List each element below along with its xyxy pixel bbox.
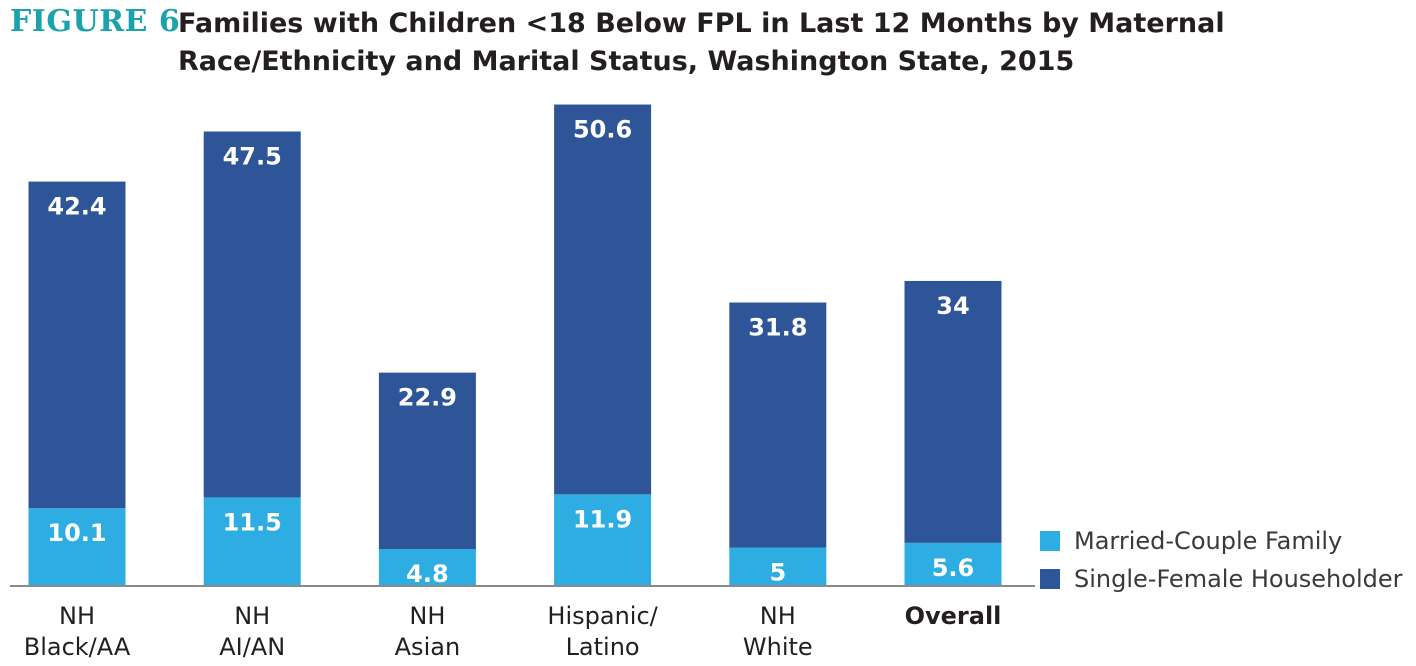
- x-tick-label: Overall: [905, 602, 1002, 630]
- bar-single: [378, 372, 476, 550]
- bar-married: [28, 508, 126, 586]
- legend-swatch-married: [1040, 531, 1060, 551]
- data-label: 5.6: [932, 554, 975, 582]
- x-tick-label: NH: [59, 602, 95, 630]
- bar-single: [28, 181, 126, 509]
- x-tick-label: White: [743, 633, 813, 661]
- data-label: 31.8: [748, 314, 807, 342]
- bar-single: [729, 302, 827, 548]
- x-tick-label: Latino: [566, 633, 640, 661]
- x-tick-label: NH: [409, 602, 445, 630]
- bar-married: [554, 494, 652, 586]
- bar-married: [729, 547, 827, 586]
- bar-single: [904, 280, 1002, 543]
- data-label: 22.9: [398, 384, 457, 412]
- bar-single: [554, 104, 652, 495]
- data-label: 5: [769, 558, 786, 586]
- bar-married: [378, 549, 476, 586]
- legend-label-married: Married-Couple Family: [1074, 527, 1343, 555]
- data-label: 42.4: [47, 193, 106, 221]
- bar-single: [203, 131, 301, 498]
- legend-swatch-single: [1040, 569, 1060, 589]
- chart-title: Families with Children <18 Below FPL in …: [178, 8, 1225, 77]
- x-tick-label: Asian: [395, 633, 461, 661]
- x-tick-label: Hispanic/: [547, 602, 658, 630]
- bar-married: [904, 542, 1002, 586]
- data-label: 11.9: [573, 505, 632, 533]
- figure-label: FIGURE 6: [10, 4, 181, 39]
- x-tick-label: Black/AA: [24, 633, 131, 661]
- legend: Married-Couple Family Single-Female Hous…: [1040, 522, 1403, 598]
- bar-married: [203, 497, 301, 586]
- data-label: 47.5: [223, 143, 282, 171]
- legend-item-single: Single-Female Householder: [1040, 560, 1403, 598]
- data-label: 4.8: [406, 560, 449, 588]
- data-label: 10.1: [47, 519, 106, 547]
- legend-label-single: Single-Female Householder: [1074, 565, 1403, 593]
- x-tick-label: NH: [234, 602, 270, 630]
- x-tick-label: AI/AN: [219, 633, 285, 661]
- x-tick-label: NH: [760, 602, 796, 630]
- data-label: 50.6: [573, 116, 632, 144]
- data-label: 11.5: [223, 508, 282, 536]
- data-label: 34: [936, 292, 969, 320]
- legend-item-married: Married-Couple Family: [1040, 522, 1403, 560]
